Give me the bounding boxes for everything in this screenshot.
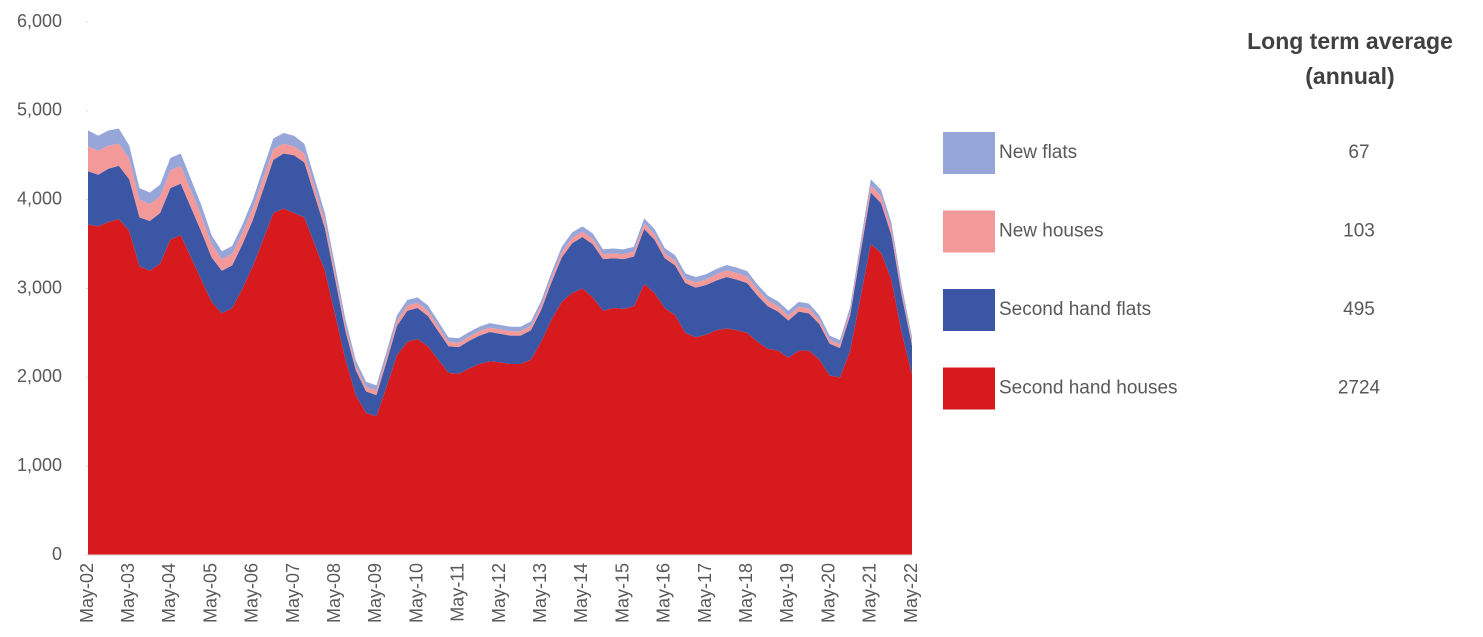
y-tick-label: 2,000 [17, 366, 62, 386]
legend-swatch [943, 289, 995, 331]
legend-value: 495 [1343, 299, 1375, 320]
x-tick-label: May-21 [860, 563, 880, 623]
x-tick-label: May-14 [571, 563, 591, 623]
legend-swatch [943, 367, 995, 410]
legend-value: 2724 [1338, 378, 1381, 399]
legend-value: 67 [1348, 142, 1369, 163]
area [88, 153, 912, 417]
legend-value: 103 [1343, 221, 1375, 242]
x-tick-label: May-17 [695, 563, 715, 623]
x-tick-label: May-09 [365, 563, 385, 623]
legend-label: New houses [999, 221, 1104, 242]
legend-title: Long term average (annual) [1247, 28, 1453, 89]
y-tick-label: 6,000 [17, 11, 62, 31]
legend-label: Second hand houses [999, 378, 1178, 399]
x-tick-label: May-22 [901, 563, 921, 623]
x-tick-label: May-07 [283, 563, 303, 623]
x-tick-label: May-20 [818, 563, 838, 623]
x-tick-label: May-12 [489, 563, 509, 623]
x-tick-label: May-08 [324, 563, 344, 623]
y-tick-label: 5,000 [17, 100, 62, 120]
y-tick-label: 1,000 [17, 455, 62, 475]
x-tick-label: May-10 [406, 563, 426, 623]
legend-label: New flats [999, 142, 1077, 163]
x-tick-label: May-06 [242, 563, 262, 623]
x-tick-label: May-16 [654, 563, 674, 623]
x-tick-label: May-02 [77, 563, 97, 623]
x-tick-label: May-03 [118, 563, 138, 623]
x-tick-label: May-19 [777, 563, 797, 623]
x-tick-label: May-15 [612, 563, 632, 623]
y-tick-label: 3,000 [17, 277, 62, 297]
y-tick-label: 0 [52, 544, 62, 564]
legend-label: Second hand flats [999, 299, 1151, 320]
area [88, 208, 912, 556]
x-tick-label: May-05 [200, 563, 220, 623]
legend-swatch [943, 132, 995, 174]
legend-swatch [943, 210, 995, 253]
y-tick-label: 4,000 [17, 188, 62, 208]
x-tick-label: May-13 [530, 563, 550, 623]
x-tick-label: May-11 [448, 563, 468, 622]
x-tick-label: May-04 [159, 563, 179, 623]
x-tick-label: May-18 [736, 563, 756, 623]
